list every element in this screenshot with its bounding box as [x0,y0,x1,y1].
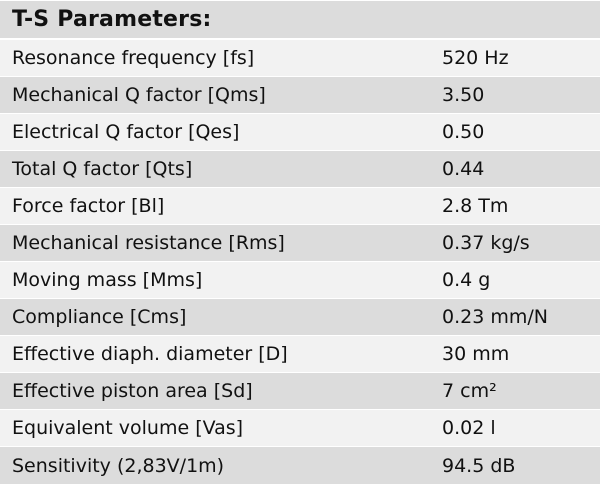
table-row: Moving mass [Mms] 0.4 g [0,262,600,299]
row-label: Effective diaph. diameter [D] [12,343,288,365]
table-row: Mechanical Q factor [Qms] 3.50 [0,77,600,114]
table-row: Force factor [Bl] 2.8 Tm [0,188,600,225]
row-value: 0.4 g [442,269,491,291]
row-label: Mechanical resistance [Rms] [12,232,285,254]
table-row: Effective piston area [Sd] 7 cm² [0,373,600,410]
row-label: Equivalent volume [Vas] [12,417,244,439]
row-value: 0.37 kg/s [442,232,530,254]
row-label: Electrical Q factor [Qes] [12,121,240,143]
row-value: 2.8 Tm [442,195,509,217]
row-value: 7 cm² [442,380,497,402]
row-label: Compliance [Cms] [12,306,187,328]
row-label: Moving mass [Mms] [12,269,203,291]
row-label: Force factor [Bl] [12,195,165,217]
row-value: 30 mm [442,343,510,365]
table-row: Compliance [Cms] 0.23 mm/N [0,299,600,336]
row-label: Resonance frequency [fs] [12,47,255,69]
row-value: 0.02 l [442,417,496,439]
row-value: 0.23 mm/N [442,306,548,328]
table-title: T-S Parameters: [12,7,212,32]
table-row: Electrical Q factor [Qes] 0.50 [0,114,600,151]
table-row: Equivalent volume [Vas] 0.02 l [0,410,600,447]
row-label: Mechanical Q factor [Qms] [12,84,266,106]
table-row: Effective diaph. diameter [D] 30 mm [0,336,600,373]
row-label: Sensitivity (2,83V/1m) [12,454,225,477]
table-row: Sensitivity (2,83V/1m) 94.5 dB [0,447,600,484]
row-value: 0.44 [442,158,485,180]
row-value: 0.50 [442,121,485,143]
row-label: Total Q factor [Qts] [12,158,193,180]
row-value: 520 Hz [442,47,509,69]
row-value: 94.5 dB [442,454,516,477]
table-header: T-S Parameters: [0,1,600,40]
table-row: Resonance frequency [fs] 520 Hz [0,40,600,77]
row-value: 3.50 [442,84,485,106]
table-row: Mechanical resistance [Rms] 0.37 kg/s [0,225,600,262]
row-label: Effective piston area [Sd] [12,380,253,402]
table-row: Total Q factor [Qts] 0.44 [0,151,600,188]
